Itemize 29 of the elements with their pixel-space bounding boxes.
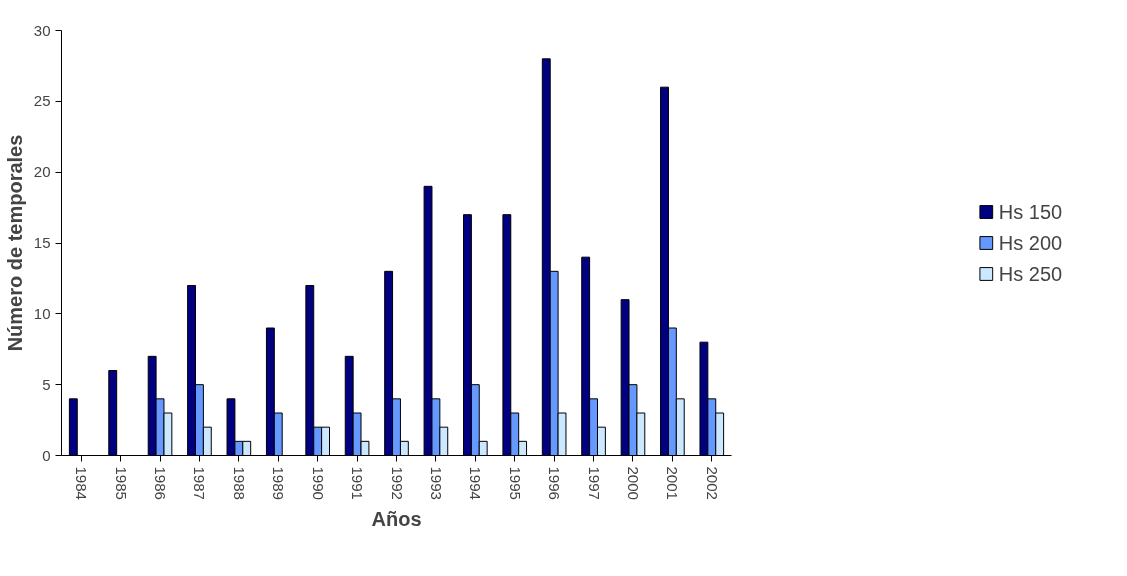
y-tick-label: 25 (33, 92, 51, 110)
y-tick-label: 30 (33, 21, 51, 39)
x-tick-label: 1990 (309, 466, 327, 500)
x-tick-label: 1988 (230, 466, 248, 500)
x-tick-label: 1996 (546, 466, 564, 500)
x-tick-label: 1994 (467, 466, 485, 500)
y-tick-label: 10 (33, 304, 51, 322)
y-tick-label: 0 (42, 446, 51, 464)
x-tick-label: 1993 (427, 466, 445, 500)
x-tick-label: 1984 (73, 466, 91, 500)
x-tick-label: 1985 (112, 466, 130, 500)
x-tick-label: 1992 (388, 466, 406, 500)
x-tick-label: 2001 (664, 466, 682, 500)
x-tick-label: 1987 (191, 466, 209, 500)
x-tick-label: 1986 (152, 466, 170, 500)
x-axis-title: Años (371, 507, 422, 530)
x-tick-label: 2002 (703, 466, 721, 500)
x-tick-label: 2000 (624, 466, 642, 500)
y-axis-title: Número de temporales (3, 134, 26, 352)
x-tick-label: 1989 (270, 466, 288, 500)
x-tick-label: 1991 (349, 466, 367, 500)
legend-label: Hs 200 (998, 231, 1063, 254)
legend-label: Hs 250 (998, 262, 1063, 285)
x-tick-label: 1995 (506, 466, 524, 500)
y-tick-label: 20 (33, 163, 51, 181)
y-tick-label: 5 (42, 375, 51, 393)
y-tick-label: 15 (33, 234, 51, 251)
x-tick-label: 1997 (585, 466, 603, 500)
legend-label: Hs 150 (998, 200, 1063, 223)
